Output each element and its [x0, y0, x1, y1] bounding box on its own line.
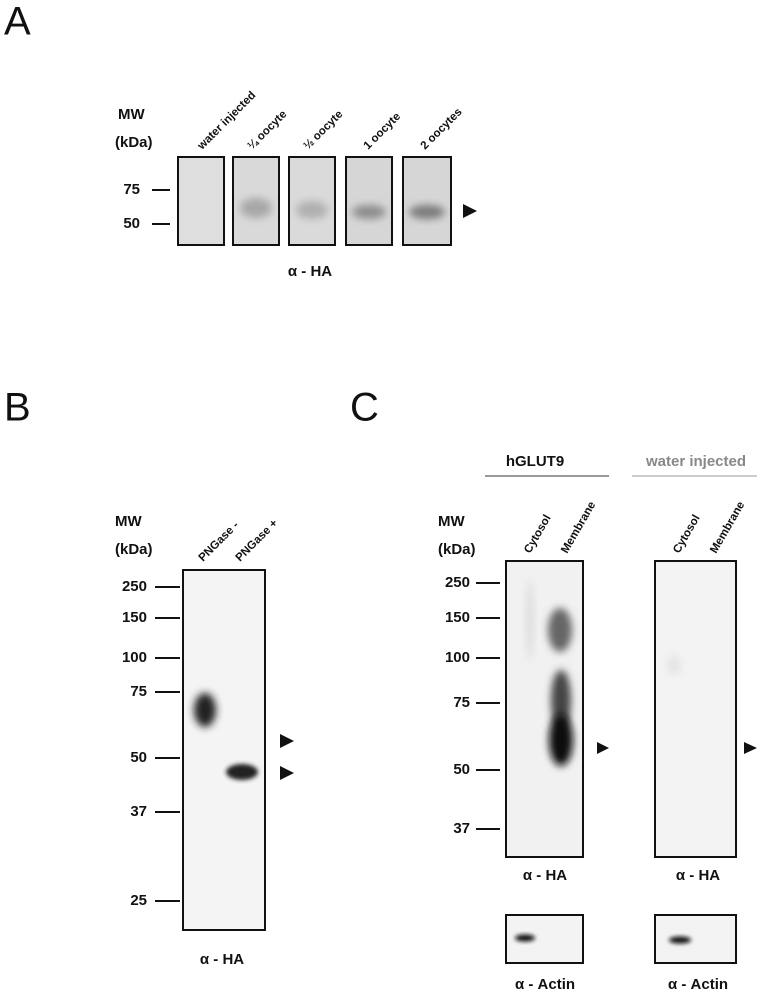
- blot-lane: [177, 156, 225, 246]
- loading-label: α - Actin: [668, 976, 728, 993]
- blot: [654, 914, 737, 964]
- band: [548, 608, 572, 652]
- antibody-label: α - HA: [200, 951, 244, 968]
- mw-label: MW: [115, 513, 142, 530]
- mw-label: MW: [118, 106, 145, 123]
- smear: [667, 655, 681, 675]
- mw-tick-label: 100: [445, 649, 470, 666]
- arrowhead: [463, 204, 477, 218]
- arrowhead: [744, 742, 757, 754]
- smear: [526, 580, 534, 660]
- mw-tick-label: 50: [453, 761, 470, 778]
- lane-label: ¼ oocyte: [246, 108, 290, 152]
- mw-tick-label: 150: [445, 609, 470, 626]
- blot: [505, 560, 584, 858]
- band: [515, 934, 535, 942]
- mw-tick-label: 75: [123, 181, 140, 198]
- lane-label: ½ oocyte: [302, 108, 346, 152]
- panel-letter: B: [4, 386, 31, 430]
- mw-tick-label: 25: [130, 892, 147, 909]
- kda-label: (kDa): [115, 134, 153, 151]
- mw-tick-label: 37: [130, 803, 147, 820]
- lane-label: 2 oocytes: [419, 106, 465, 152]
- band: [194, 693, 216, 727]
- blot-lane: [402, 156, 452, 246]
- mw-tick-label: 50: [130, 749, 147, 766]
- arrowhead: [280, 734, 294, 748]
- loading-label: α - Actin: [515, 976, 575, 993]
- band: [669, 936, 691, 944]
- mw-tick-label: 50: [123, 215, 140, 232]
- mw-ticks: 250 150 100 75 50 37 25: [122, 578, 180, 909]
- blot-lane: [345, 156, 393, 246]
- mw-label: MW: [438, 513, 465, 530]
- band: [226, 764, 258, 780]
- group-title: hGLUT9: [506, 453, 564, 470]
- antibody-label: α - HA: [676, 867, 720, 884]
- mw-tick-label: 250: [445, 574, 470, 591]
- blot: [654, 560, 737, 858]
- mw-tick-label: 75: [130, 683, 147, 700]
- arrowhead: [597, 742, 609, 754]
- lane-label: PNGase +: [234, 517, 281, 564]
- band: [409, 205, 445, 219]
- kda-label: (kDa): [115, 541, 153, 558]
- lane-label: Cytosol: [522, 513, 553, 556]
- arrowhead: [280, 766, 294, 780]
- blot: [182, 569, 266, 931]
- lanes-a: [177, 156, 452, 246]
- band: [240, 198, 272, 218]
- mw-ticks: 250 150 100 75 50 37: [445, 574, 500, 837]
- band: [352, 205, 386, 219]
- mw-tick-label: 100: [122, 649, 147, 666]
- mw-tick-label: 150: [122, 609, 147, 626]
- panel-letter: C: [350, 386, 379, 430]
- lane-label: Cytosol: [671, 513, 702, 556]
- antibody-label: α - HA: [523, 867, 567, 884]
- kda-label: (kDa): [438, 541, 476, 558]
- mw-tick-label: 75: [453, 694, 470, 711]
- mw-tick-label: 37: [453, 820, 470, 837]
- lane-label: Membrane: [559, 500, 598, 556]
- band: [549, 714, 573, 766]
- panel-letter: A: [4, 0, 31, 44]
- band: [296, 201, 328, 219]
- lane-label: Membrane: [708, 500, 747, 556]
- mw-tick-label: 250: [122, 578, 147, 595]
- group-title: water injected: [645, 453, 746, 470]
- band: [551, 670, 571, 730]
- antibody-label: α - HA: [288, 263, 332, 280]
- lane-label: 1 oocyte: [362, 111, 403, 152]
